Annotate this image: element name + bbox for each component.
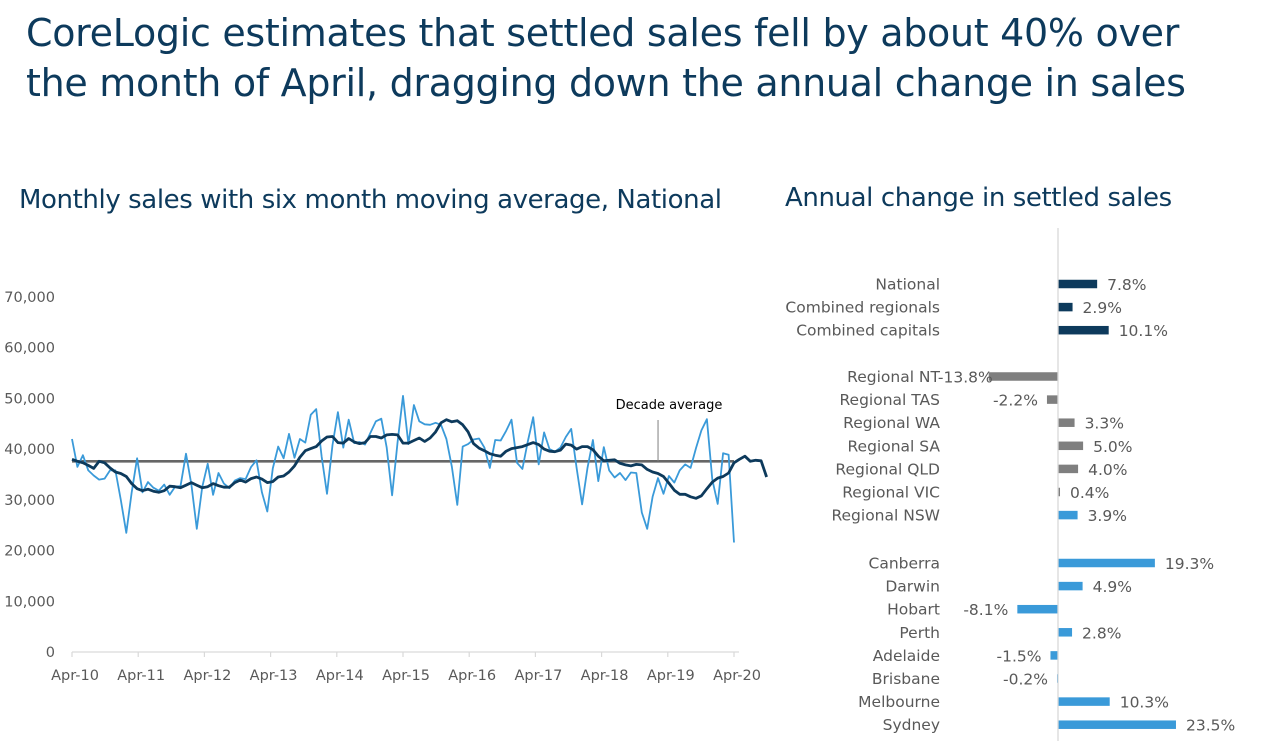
value-label: 10.3% [1120, 694, 1169, 712]
y-tick-label: 50,000 [4, 391, 55, 407]
value-label: 2.8% [1082, 624, 1121, 642]
bar-regional-nsw [1058, 510, 1078, 520]
bar-darwin [1058, 581, 1083, 591]
bar-chart-title: Annual change in settled sales [785, 183, 1172, 213]
category-label: Adelaide [873, 647, 940, 665]
x-tick-label: Apr-10 [51, 668, 99, 684]
x-tick-label: Apr-17 [514, 668, 562, 684]
y-tick-label: 20,000 [4, 544, 55, 560]
value-label: 7.8% [1107, 276, 1146, 294]
x-axis: Apr-10 Apr-11 Apr-12 Apr-13 Apr-14 Apr-15 Apr-… [51, 651, 761, 684]
bar-regional-wa [1058, 418, 1075, 427]
bar-perth [1058, 628, 1073, 637]
bar-adelaide [1050, 651, 1058, 660]
bar-chart: National 7.8% Combined regionals 2.9% Combin… [785, 228, 1235, 741]
category-label: Regional WA [843, 414, 940, 432]
category-label: Hobart [887, 601, 940, 619]
y-tick-label: 0 [46, 645, 55, 661]
x-tick-label: Apr-18 [581, 668, 629, 684]
series-group [71, 394, 768, 543]
bar-regional-vic [1058, 487, 1061, 497]
x-tick-label: Apr-20 [713, 668, 761, 684]
value-label: 5.0% [1093, 438, 1132, 456]
bar-national [1058, 279, 1098, 289]
x-tick-label: Apr-11 [117, 668, 165, 684]
category-label: Regional NT [847, 368, 940, 386]
category-label: Regional NSW [831, 507, 940, 525]
bar-hobart [1017, 604, 1058, 614]
category-label: Perth [899, 624, 940, 642]
y-tick-label: 10,000 [4, 594, 55, 610]
line-chart-title: Monthly sales with six month moving aver… [19, 185, 722, 215]
bars-group: National 7.8% Combined regionals 2.9% Combin… [785, 276, 1235, 735]
decade-average-label: Decade average [616, 398, 723, 413]
bar-regional-tas [1046, 395, 1058, 404]
value-label: 2.9% [1083, 299, 1122, 317]
bar-regional-qld [1058, 464, 1079, 474]
bar-melbourne [1058, 697, 1110, 706]
category-label: Regional TAS [839, 391, 940, 409]
x-tick-label: Apr-13 [250, 668, 298, 684]
page-title: CoreLogic estimates that settled sales f… [26, 11, 1186, 105]
category-label: Brisbane [872, 670, 940, 688]
y-tick-label: 40,000 [4, 442, 55, 458]
value-label: 3.9% [1088, 507, 1127, 525]
value-label: -0.2% [1003, 671, 1048, 689]
value-label: -1.5% [996, 647, 1041, 665]
bar-canberra [1058, 558, 1155, 568]
category-label: National [875, 276, 940, 294]
value-label: 19.3% [1165, 555, 1214, 573]
x-tick-label: Apr-15 [382, 668, 430, 684]
category-label: Regional SA [847, 437, 940, 455]
x-tick-label: Apr-16 [448, 668, 496, 684]
x-tick-label: Apr-12 [183, 668, 231, 684]
category-label: Regional QLD [835, 460, 940, 478]
y-tick-label: 30,000 [4, 493, 55, 509]
bar-sydney [1058, 720, 1176, 729]
category-label: Combined regionals [785, 299, 940, 317]
bar-regional-sa [1058, 441, 1084, 451]
value-label: 10.1% [1119, 322, 1168, 340]
value-label: 23.5% [1186, 717, 1235, 735]
moving-average-line [71, 418, 768, 500]
line-chart: 0 10,000 20,000 30,000 40,000 50,000 60,000 70,… [4, 290, 768, 684]
category-label: Sydney [883, 716, 940, 734]
category-label: Melbourne [858, 693, 940, 711]
value-label: -8.1% [963, 601, 1008, 619]
x-tick-label: Apr-14 [316, 668, 364, 684]
category-label: Darwin [885, 578, 940, 596]
category-label: Canberra [869, 555, 941, 573]
bar-combined-capitals [1058, 325, 1109, 335]
value-label: 0.4% [1070, 484, 1109, 502]
y-axis-ticks: 0 10,000 20,000 30,000 40,000 50,000 60,000 70,… [4, 290, 55, 661]
y-tick-label: 60,000 [4, 341, 55, 357]
value-label: 4.0% [1088, 461, 1127, 479]
value-label: 3.3% [1085, 415, 1124, 433]
value-label: -2.2% [993, 392, 1038, 410]
bar-regional-nt [988, 372, 1058, 381]
x-tick-label: Apr-19 [647, 668, 695, 684]
category-label: Regional VIC [842, 484, 940, 502]
monthly-sales-line [71, 394, 735, 543]
y-tick-label: 70,000 [4, 290, 55, 306]
category-label: Combined capitals [796, 322, 940, 340]
value-label: -13.8% [938, 369, 993, 387]
value-label: 4.9% [1093, 578, 1132, 596]
bar-combined-regionals [1058, 302, 1073, 312]
annotation-group: Decade average [616, 398, 723, 462]
